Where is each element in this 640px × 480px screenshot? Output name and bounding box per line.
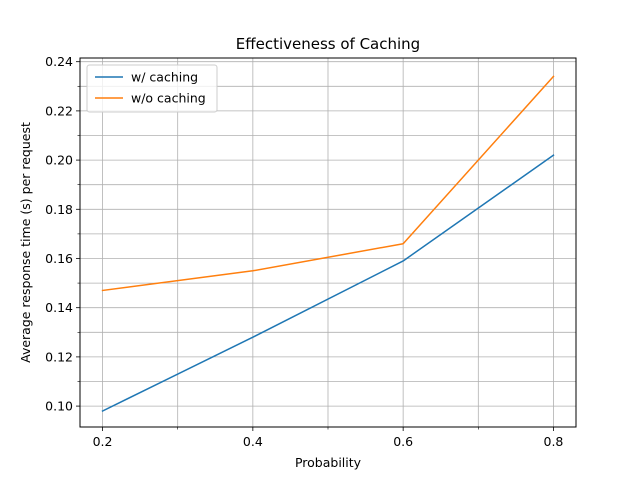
y-tick-label: 0.12: [45, 349, 73, 364]
x-axis-label: Probability: [295, 455, 362, 470]
y-tick-label: 0.22: [45, 103, 73, 118]
x-tick-label: 0.6: [393, 434, 413, 449]
y-axis-label: Average response time (s) per request: [18, 122, 33, 363]
y-tick-label: 0.24: [45, 54, 73, 69]
x-tick-label: 0.4: [243, 434, 263, 449]
y-tick-label: 0.14: [45, 300, 73, 315]
y-tick-label: 0.20: [45, 153, 73, 168]
series-lines: [101, 75, 555, 413]
series-line-0: [101, 154, 555, 413]
y-tick-label: 0.18: [45, 202, 73, 217]
x-tick-label: 0.8: [544, 434, 564, 449]
y-tick-label: 0.16: [45, 251, 73, 266]
chart-title: Effectiveness of Caching: [236, 35, 420, 53]
grid-lines: [80, 58, 576, 427]
x-tick-label: 0.2: [93, 434, 113, 449]
legend-label: w/ caching: [131, 70, 198, 85]
series-line-1: [101, 75, 555, 292]
legend-label: w/o caching: [131, 91, 206, 106]
legend: w/ caching w/o caching: [86, 64, 218, 113]
y-tick-label: 0.10: [45, 399, 73, 414]
axis-ticks: 0.2 0.4 0.6 0.8 0.10 0.12 0.14 0.16 0.18 0.20 0.22…: [45, 54, 563, 449]
